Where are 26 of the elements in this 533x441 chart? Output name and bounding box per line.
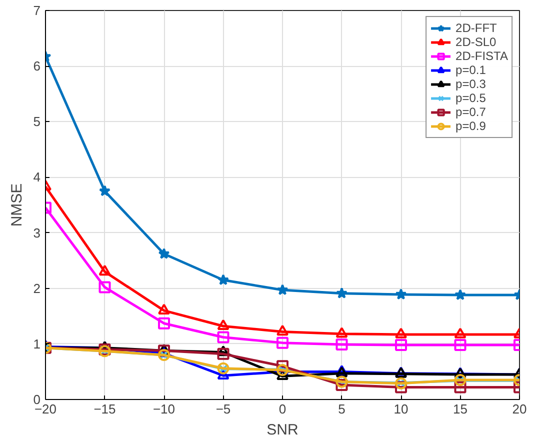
x-tick-label: 5 bbox=[338, 402, 346, 416]
legend-label: p=0.5 bbox=[456, 91, 486, 105]
x-tick-label: 20 bbox=[512, 402, 527, 416]
legend-label: p=0.1 bbox=[456, 63, 486, 77]
x-tick-label: −15 bbox=[94, 402, 116, 416]
legend-label: p=0.9 bbox=[456, 119, 486, 133]
legend-label: 2D-SL0 bbox=[456, 35, 496, 49]
legend-label: 2D-FFT bbox=[456, 21, 497, 35]
legend-label: 2D-FISTA bbox=[456, 49, 508, 63]
y-tick-label: 1 bbox=[33, 336, 41, 352]
y-tick-label: 3 bbox=[33, 225, 41, 240]
y-tick-label: 0 bbox=[33, 392, 41, 407]
x-tick-label: −10 bbox=[152, 402, 176, 416]
y-tick-label: 5 bbox=[33, 114, 41, 130]
x-axis-title: SNR bbox=[266, 422, 298, 438]
x-tick-label: −5 bbox=[216, 402, 231, 416]
x-tick-label: 10 bbox=[394, 402, 408, 416]
y-tick-label: 4 bbox=[33, 170, 41, 185]
x-tick-label: 0 bbox=[278, 402, 286, 416]
y-tick-label: 6 bbox=[33, 58, 41, 74]
legend-label: p=0.7 bbox=[456, 105, 486, 119]
y-tick-label: 7 bbox=[33, 3, 41, 18]
legend-label: p=0.3 bbox=[456, 77, 486, 91]
y-tick-label: 2 bbox=[33, 280, 41, 296]
x-tick-label: 15 bbox=[453, 402, 468, 416]
y-axis-title: NMSE bbox=[8, 183, 26, 227]
